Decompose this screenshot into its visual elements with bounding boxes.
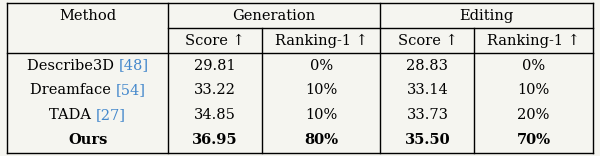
Text: Generation: Generation: [233, 9, 316, 23]
Text: TADA: TADA: [49, 108, 96, 122]
Text: Method: Method: [59, 9, 116, 23]
Text: 33.14: 33.14: [407, 83, 448, 98]
Text: 10%: 10%: [305, 108, 337, 122]
Text: [27]: [27]: [96, 108, 126, 122]
Text: 0%: 0%: [310, 58, 333, 73]
Text: 28.83: 28.83: [406, 58, 448, 73]
Text: Editing: Editing: [460, 9, 514, 23]
Text: 10%: 10%: [305, 83, 337, 98]
Text: 34.85: 34.85: [194, 108, 236, 122]
Text: 80%: 80%: [304, 133, 338, 147]
Text: 33.22: 33.22: [194, 83, 236, 98]
Text: 0%: 0%: [522, 58, 545, 73]
Text: 20%: 20%: [517, 108, 550, 122]
Text: 29.81: 29.81: [194, 58, 236, 73]
Text: 33.73: 33.73: [406, 108, 448, 122]
Text: Ranking-1 ↑: Ranking-1 ↑: [275, 34, 368, 48]
Text: [48]: [48]: [118, 58, 148, 73]
Text: Ours: Ours: [68, 133, 107, 147]
Text: 35.50: 35.50: [404, 133, 450, 147]
Text: 10%: 10%: [518, 83, 550, 98]
Text: 36.95: 36.95: [192, 133, 238, 147]
Text: Ranking-1 ↑: Ranking-1 ↑: [487, 34, 580, 48]
Text: [54]: [54]: [115, 83, 145, 98]
Text: Describe3D: Describe3D: [27, 58, 118, 73]
Text: Score ↑: Score ↑: [185, 34, 245, 48]
Text: Dreamface: Dreamface: [30, 83, 115, 98]
Text: Score ↑: Score ↑: [398, 34, 457, 48]
Text: 70%: 70%: [517, 133, 551, 147]
